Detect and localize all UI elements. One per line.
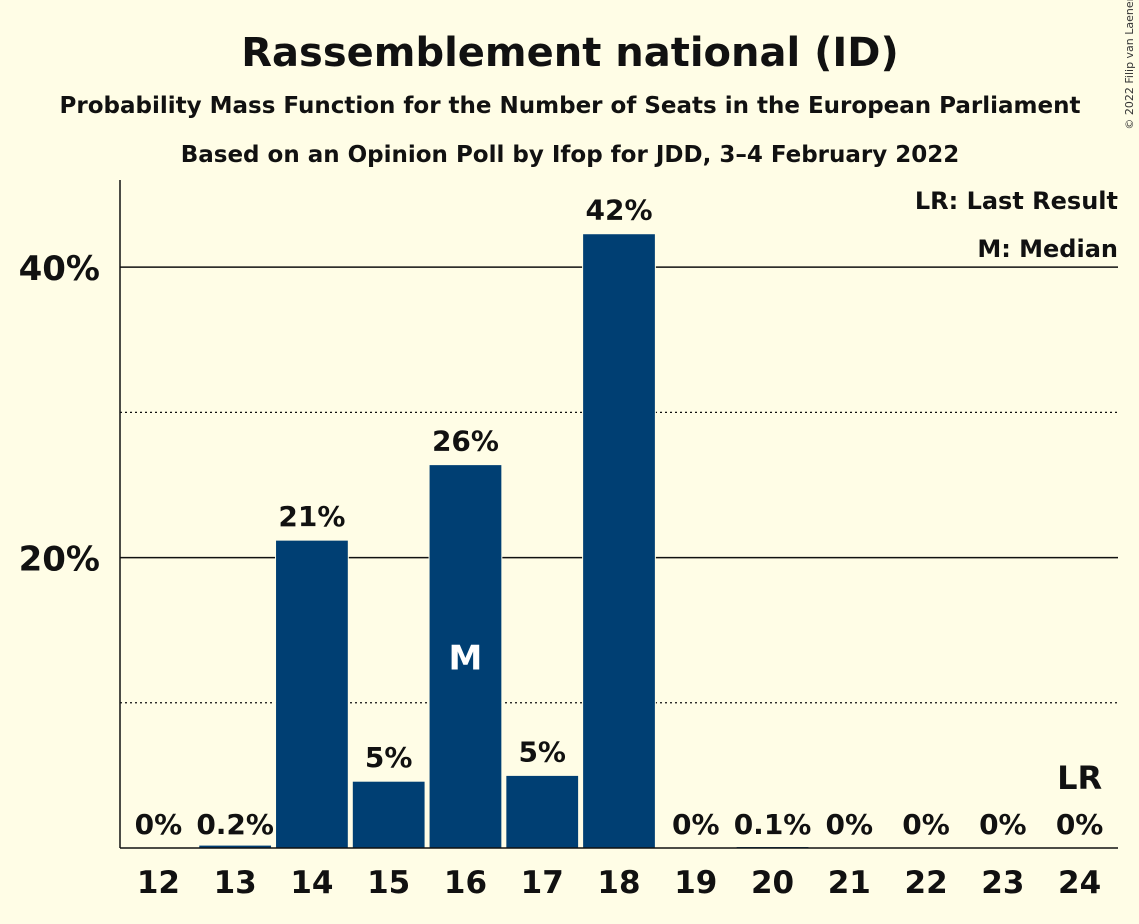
- bar: [428, 464, 503, 849]
- x-tick-label: 13: [214, 865, 257, 901]
- x-tick-label: 16: [444, 865, 487, 901]
- legend-median: M: Median: [977, 235, 1118, 263]
- bar-data-label: 0%: [672, 808, 720, 841]
- x-tick-label: 15: [367, 865, 410, 901]
- bar-data-label: 0.2%: [196, 808, 274, 841]
- median-marker: M: [449, 638, 483, 678]
- x-tick-label: 14: [290, 865, 333, 901]
- y-tick-label: 40%: [19, 249, 100, 289]
- x-tick-label: 17: [521, 865, 564, 901]
- bar-data-label: 21%: [278, 500, 345, 533]
- y-axis-ticks: 20% 40%: [19, 249, 100, 579]
- x-tick-label: 18: [597, 865, 640, 901]
- bar-labels: 0% 0.2% 21% 5% 26% M 5% 42% 0% 0.1% 0% 0% 0% 0% LR: [135, 194, 1104, 841]
- bar-data-label: 0.1%: [734, 808, 812, 841]
- chart-subtitle-source: Based on an Opinion Poll by Ifop for JDD…: [181, 142, 960, 168]
- x-tick-label: 21: [828, 865, 871, 901]
- bar-data-label: 5%: [365, 741, 413, 774]
- y-tick-label: 20%: [19, 540, 100, 580]
- bar: [505, 774, 580, 849]
- bar-data-label: 26%: [432, 425, 499, 458]
- x-tick-label: 23: [981, 865, 1024, 901]
- bar-data-label: 42%: [585, 194, 652, 227]
- legend-last-result: LR: Last Result: [915, 187, 1118, 215]
- x-tick-label: 24: [1058, 865, 1101, 901]
- bar: [351, 780, 426, 849]
- x-tick-label: 22: [905, 865, 948, 901]
- x-axis-ticks: 12 13 14 15 16 17 18 19 20 21 22 23 24: [137, 865, 1101, 901]
- bar: [582, 233, 656, 849]
- copyright-note: © 2022 Filip van Laenen: [1123, 0, 1136, 130]
- x-tick-label: 19: [674, 865, 717, 901]
- bar-data-label: 0%: [826, 808, 874, 841]
- bar-data-label: 0%: [135, 808, 183, 841]
- x-tick-label: 20: [751, 865, 794, 901]
- x-tick-label: 12: [137, 865, 180, 901]
- bar-data-label: 0%: [979, 808, 1027, 841]
- last-result-marker: LR: [1057, 759, 1102, 797]
- bar-data-label: 0%: [902, 808, 950, 841]
- chart-subtitle: Probability Mass Function for the Number…: [60, 93, 1081, 119]
- chart-title: Rassemblement national (ID): [241, 30, 899, 76]
- bar: [275, 539, 349, 849]
- bar-data-label: 0%: [1056, 808, 1104, 841]
- bars: [198, 233, 810, 849]
- bar-data-label: 5%: [518, 735, 566, 768]
